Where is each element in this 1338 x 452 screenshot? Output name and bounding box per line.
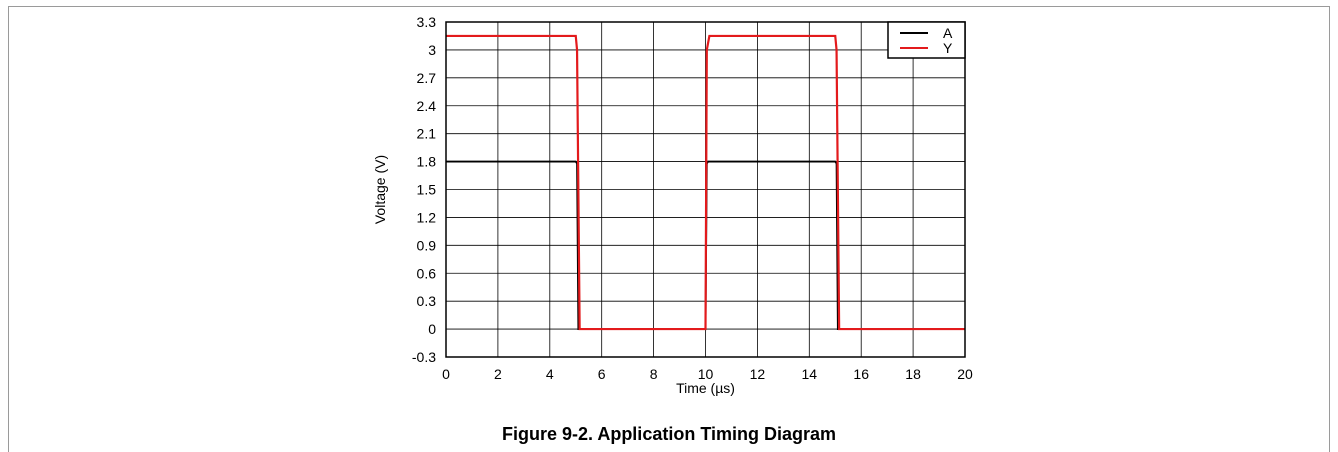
y-tick-label: 1.2 bbox=[417, 209, 437, 225]
tick-layer: 0 2 4 6 8 10 12 14 16 18 20 3.3 3 2.7 2.4 2.1 1.8 1.5 1.2 0… bbox=[412, 14, 973, 382]
x-tick-label: 6 bbox=[598, 366, 606, 382]
x-tick-label: 10 bbox=[698, 366, 714, 382]
x-axis-label: Time (µs) bbox=[676, 380, 735, 396]
timing-chart: 0 2 4 6 8 10 12 14 16 18 20 3.3 3 2.7 2.4 2.1 1.8 1.5 1.2 0… bbox=[372, 14, 973, 396]
y-tick-label: 0.9 bbox=[417, 237, 437, 253]
x-tick-label: 2 bbox=[494, 366, 502, 382]
legend-box bbox=[887, 21, 966, 59]
legend: A Y bbox=[887, 21, 966, 59]
x-tick-label: 14 bbox=[802, 366, 818, 382]
x-tick-label: 16 bbox=[853, 366, 869, 382]
page-frame-right bbox=[1329, 6, 1330, 452]
y-tick-label: 1.5 bbox=[417, 182, 437, 198]
x-tick-label: 0 bbox=[442, 366, 450, 382]
y-tick-label: 3.3 bbox=[417, 14, 437, 30]
legend-label-y: Y bbox=[943, 40, 953, 56]
legend-label-a: A bbox=[943, 25, 953, 41]
y-tick-label: 1.8 bbox=[417, 154, 437, 170]
y-tick-label: 2.1 bbox=[417, 126, 437, 142]
x-tick-label: 4 bbox=[546, 366, 554, 382]
y-tick-label: 0.3 bbox=[417, 293, 437, 309]
plot-border bbox=[445, 21, 966, 358]
x-tick-label: 20 bbox=[957, 366, 973, 382]
series-line-y bbox=[446, 34, 965, 331]
page-frame-left bbox=[8, 6, 9, 452]
x-tick-label: 8 bbox=[650, 366, 658, 382]
y-tick-label: 2.7 bbox=[417, 70, 437, 86]
figure-caption: Figure 9-2. Application Timing Diagram bbox=[501, 424, 837, 444]
y-tick-label: 3 bbox=[428, 42, 436, 58]
series-layer bbox=[446, 34, 965, 331]
page-frame-top bbox=[8, 6, 1330, 7]
y-tick-label: 2.4 bbox=[417, 98, 437, 114]
y-tick-label: 0 bbox=[428, 321, 436, 337]
y-axis-label: Voltage (V) bbox=[372, 155, 388, 224]
x-tick-label: 12 bbox=[750, 366, 766, 382]
y-tick-label: -0.3 bbox=[412, 349, 436, 365]
x-tick-label: 18 bbox=[905, 366, 921, 382]
y-tick-label: 0.6 bbox=[417, 265, 437, 281]
